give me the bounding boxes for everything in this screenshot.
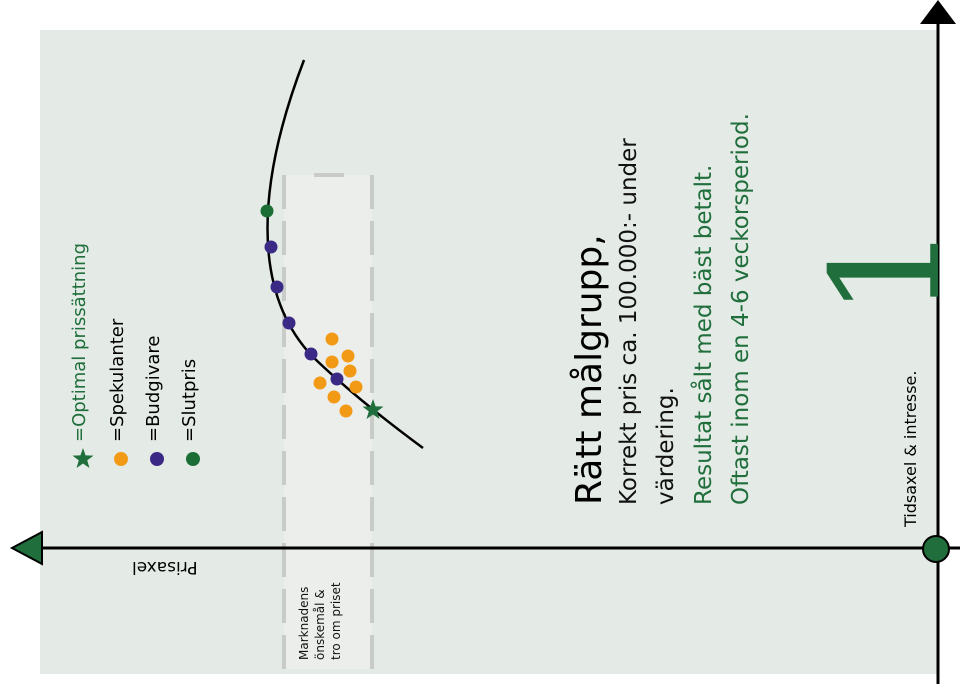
- legend-label-slutpris: =Slutpris: [179, 358, 200, 442]
- budgivare-point: [330, 372, 344, 386]
- market-band: [284, 175, 372, 669]
- legend-slutpris-dot-icon: [186, 452, 200, 466]
- slutpris-point: [260, 204, 274, 218]
- spekulant-point: [325, 355, 339, 369]
- spekulant-point: [313, 376, 327, 390]
- price-axis-label: Prisaxel: [132, 557, 198, 577]
- origin-dot-icon: [922, 535, 950, 563]
- body-line: värdering.: [653, 387, 679, 505]
- band-label-line: önskemål &: [313, 589, 328, 660]
- legend-label-budgivare: =Budgivare: [143, 335, 164, 442]
- step-number: 1: [800, 222, 960, 318]
- band-label: Marknadens önskemål & tro om priset: [296, 582, 345, 660]
- time-axis-arrow-icon: [920, 0, 956, 24]
- budgivare-point: [264, 240, 278, 254]
- body-line-green: Oftast inom en 4-6 veckorsperiod.: [728, 113, 754, 505]
- budgivare-point: [270, 280, 284, 294]
- body-line-green: Resultat sålt med bäst betalt.: [691, 164, 717, 505]
- heading: Rätt målgrupp,: [569, 234, 610, 505]
- spekulant-point: [339, 404, 353, 418]
- legend-star-icon: [72, 448, 94, 468]
- spekulant-point: [349, 380, 363, 394]
- body-line: Korrekt pris ca. 100.000:- under: [616, 138, 642, 505]
- legend-label-optimal: =Optimal prissättning: [69, 243, 90, 442]
- spekulant-point: [327, 390, 341, 404]
- spekulant-point: [341, 349, 355, 363]
- spekulant-point: [325, 332, 339, 346]
- band-label-line: Marknadens: [297, 586, 311, 660]
- optimal-price-star-icon: [362, 399, 384, 419]
- spekulant-point: [343, 364, 357, 378]
- legend-label-spekulanter: =Spekulanter: [107, 318, 128, 442]
- legend-budgivare-dot-icon: [150, 452, 164, 466]
- band-label-line: tro om priset: [329, 582, 344, 660]
- time-axis-label: Tidsaxel & intresse.: [901, 370, 920, 527]
- background-panel: [40, 30, 938, 674]
- budgivare-point: [282, 316, 296, 330]
- budgivare-point: [304, 347, 318, 361]
- legend-spekulanter-dot-icon: [114, 452, 128, 466]
- price-axis-arrow-icon: [9, 530, 43, 566]
- price-curve: [266, 59, 424, 450]
